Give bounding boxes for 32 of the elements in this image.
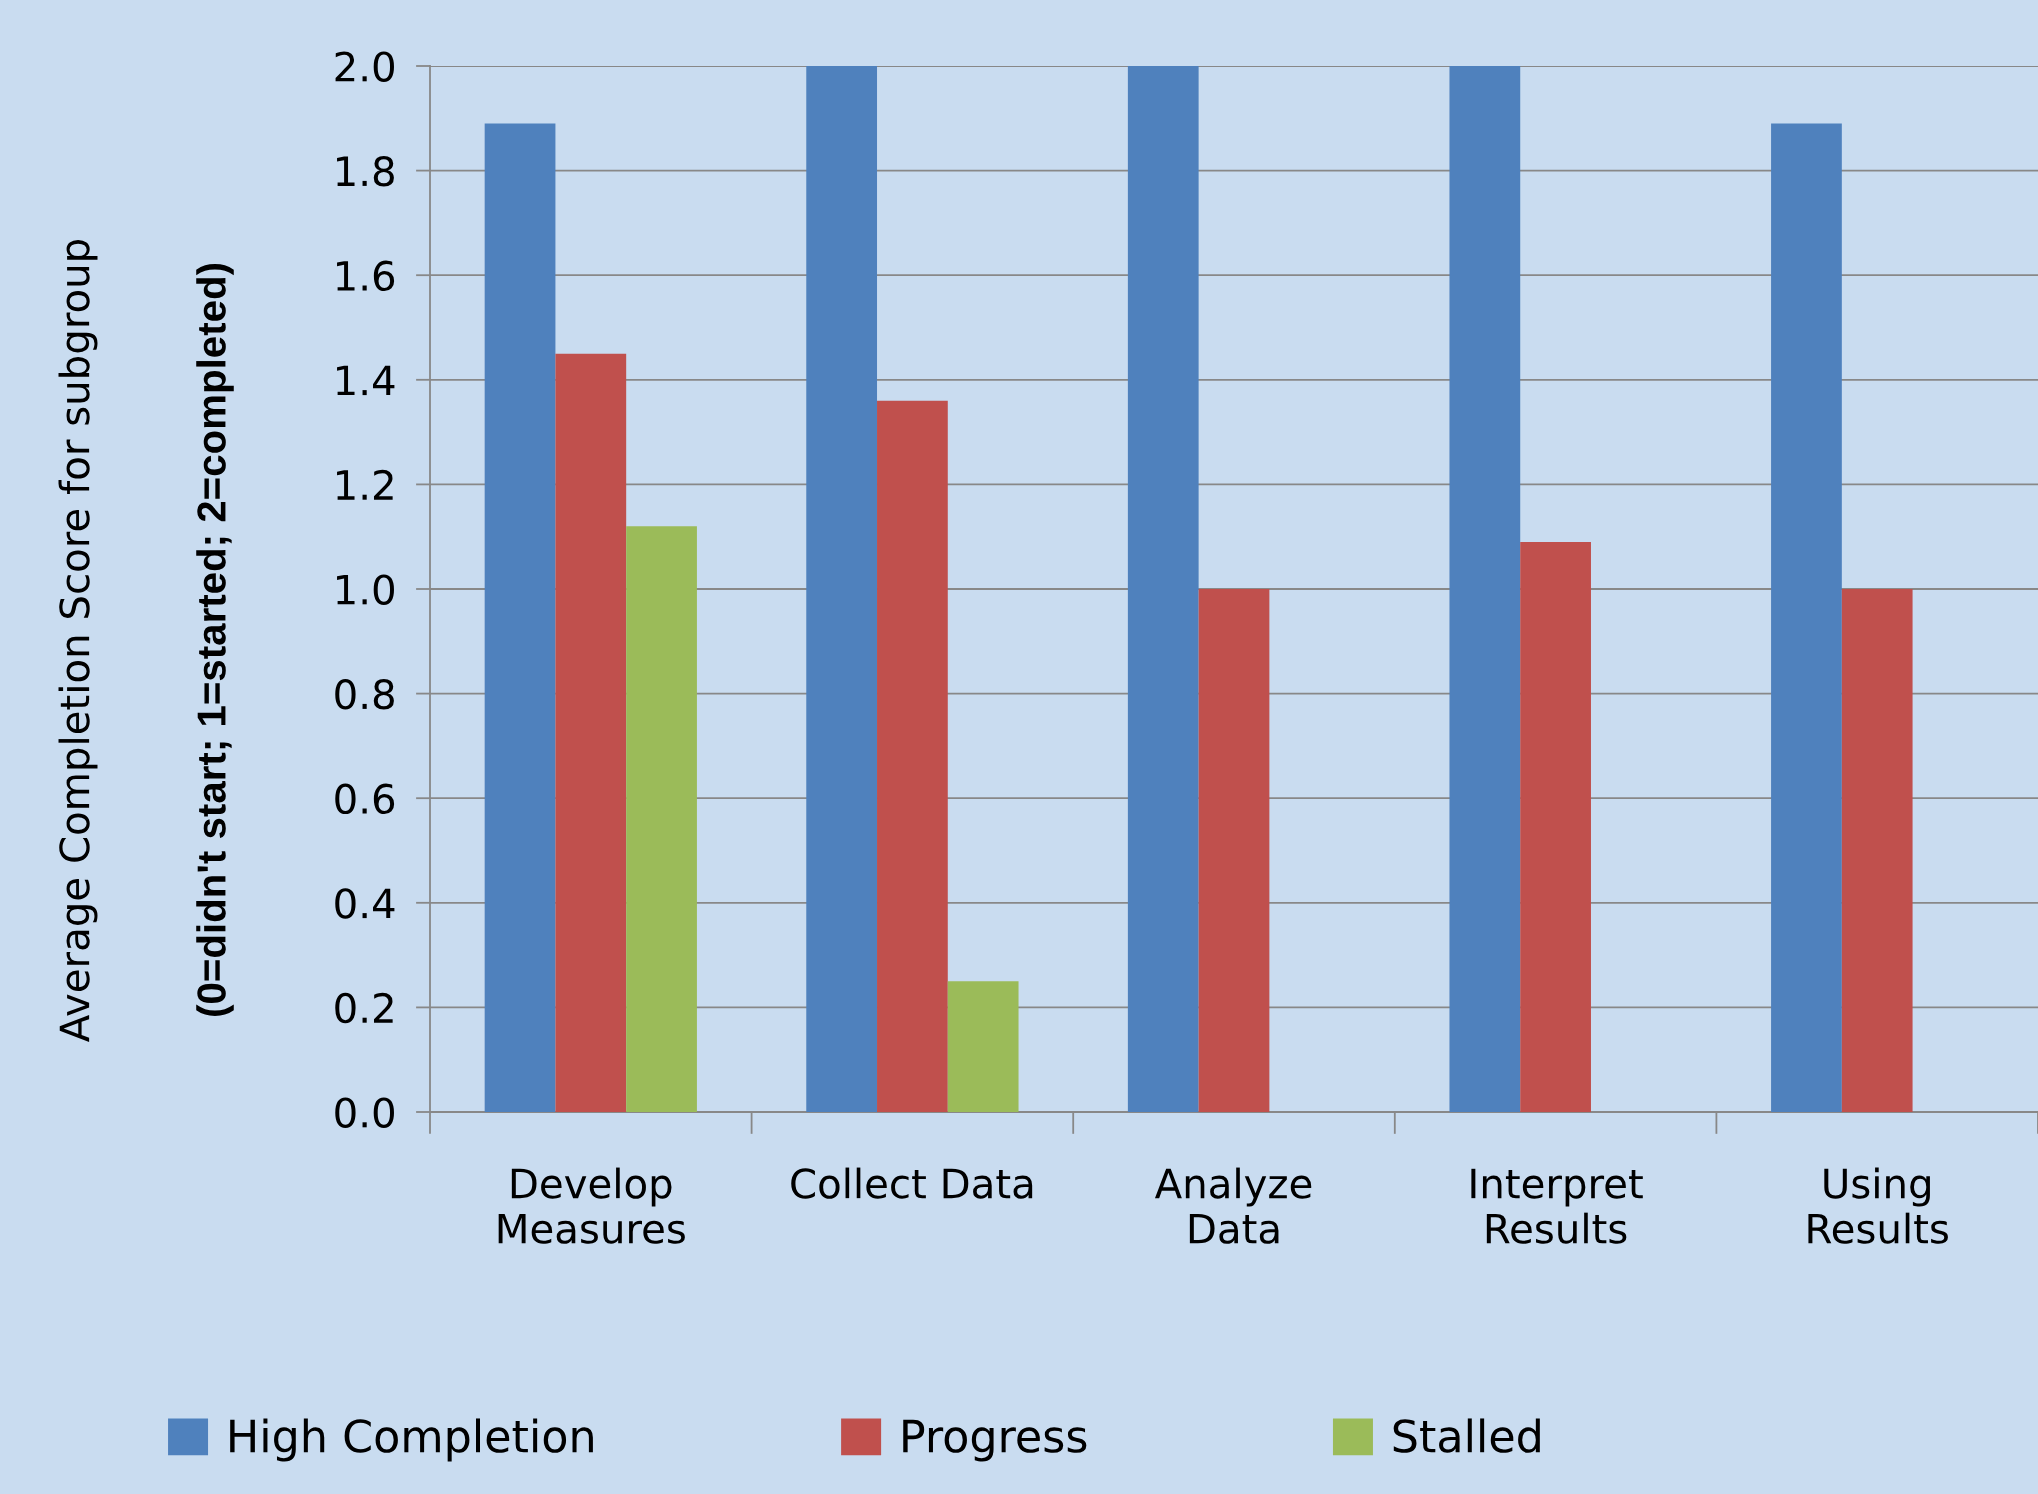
bar [626, 526, 697, 1112]
bar [555, 353, 627, 1112]
y-tick-label: 1.2 [337, 469, 393, 500]
bar [484, 123, 556, 1112]
bar [1841, 589, 1913, 1112]
legend-label: Progress [903, 1419, 1087, 1462]
x-tick-label: Collect Data [791, 1167, 1033, 1199]
y-tick-label: 1.8 [337, 156, 394, 187]
x-tick-label: Using Results [1808, 1167, 1948, 1244]
x-tick-label: Analyze Data [1154, 1167, 1312, 1244]
y-tick-label: 1.0 [337, 574, 394, 605]
bar [1771, 123, 1842, 1112]
y-tick-label: 1.4 [337, 365, 395, 396]
bar [1198, 589, 1270, 1112]
x-tick-label: Develop Measures [498, 1167, 685, 1244]
bar [877, 400, 948, 1112]
bar [1449, 66, 1521, 1112]
bar [806, 66, 878, 1112]
bar [1127, 66, 1199, 1112]
legend-label: High Completion [230, 1418, 593, 1462]
x-tick-label: Interpret Results [1471, 1168, 1643, 1244]
y-tick-label: 1.6 [337, 260, 395, 292]
y-tick-label: 0.6 [335, 783, 395, 815]
y-tick-label: 0.2 [335, 992, 393, 1024]
legend-label: Stalled [1393, 1418, 1540, 1453]
y-tick-label: 0.4 [335, 888, 395, 919]
bar [1520, 541, 1591, 1112]
text: Average Completion Score for subgroup (0=didn't start; 1=started; 2=completed) [58, 239, 234, 1042]
y-tick-label: 0.8 [335, 679, 394, 710]
bar [947, 981, 1019, 1112]
y-tick-label: 2.0 [335, 51, 394, 82]
y-tick-label: 0.0 [335, 1097, 394, 1128]
